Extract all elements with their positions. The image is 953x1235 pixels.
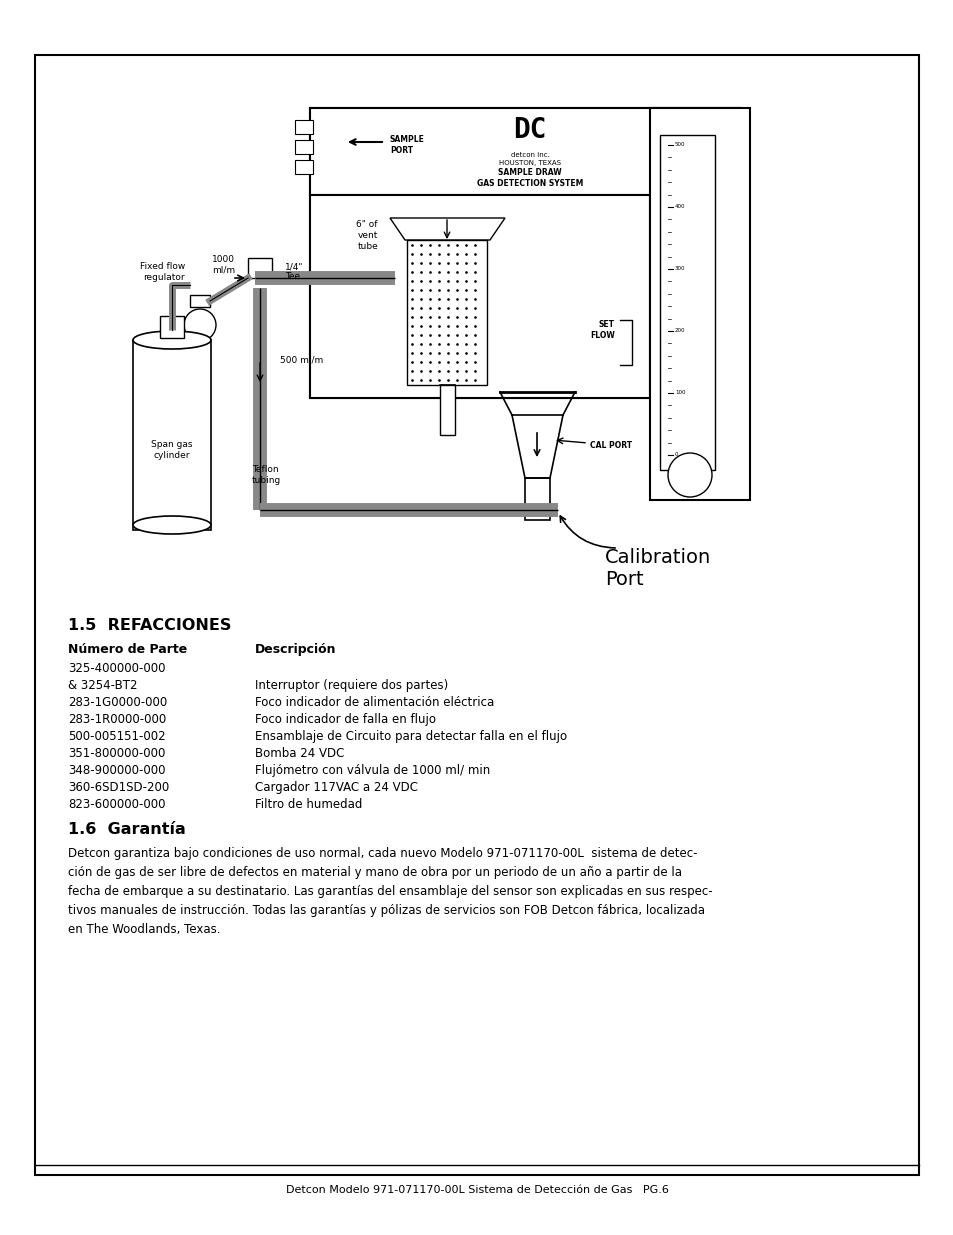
Text: 6" of
vent
tube: 6" of vent tube	[356, 220, 377, 251]
Text: SAMPLE
PORT: SAMPLE PORT	[390, 136, 424, 154]
Text: 283-1G0000-000: 283-1G0000-000	[68, 697, 167, 709]
Bar	[524, 478, 550, 520]
Text: 0: 0	[675, 452, 678, 457]
Text: 300: 300	[675, 267, 685, 272]
Bar	[248, 258, 272, 278]
Text: Bomba 24 VDC: Bomba 24 VDC	[254, 747, 344, 760]
Text: detcon inc.
HOUSTON, TEXAS: detcon inc. HOUSTON, TEXAS	[498, 152, 560, 165]
Text: Foco indicador de falla en flujo: Foco indicador de falla en flujo	[254, 713, 436, 726]
Text: 348-900000-000: 348-900000-000	[68, 764, 165, 777]
Text: 1/4"
Tee: 1/4" Tee	[285, 262, 303, 282]
Text: SET
FLOW: SET FLOW	[590, 320, 615, 340]
Text: Teflon
tubing: Teflon tubing	[252, 466, 281, 485]
Text: Span gas
cylinder: Span gas cylinder	[152, 440, 193, 461]
Text: Filtro de humedad: Filtro de humedad	[254, 798, 362, 811]
Bar	[439, 385, 455, 435]
Ellipse shape	[132, 516, 211, 534]
Text: 1000
ml/m: 1000 ml/m	[212, 254, 234, 274]
Text: 1.6  Garantía: 1.6 Garantía	[68, 823, 186, 837]
Text: 360-6SD1SD-200: 360-6SD1SD-200	[68, 781, 169, 794]
Text: 1.5  REFACCIONES: 1.5 REFACCIONES	[68, 618, 232, 634]
Bar	[407, 240, 486, 385]
Bar	[649, 107, 749, 500]
Text: Número de Parte: Número de Parte	[68, 643, 187, 656]
Text: CAL PORT: CAL PORT	[589, 441, 632, 450]
Text: 500 ml/m: 500 ml/m	[280, 356, 323, 364]
Bar	[190, 295, 210, 308]
Text: 823-600000-000: 823-600000-000	[68, 798, 165, 811]
Bar	[310, 107, 740, 398]
Text: fecha de embarque a su destinatario. Las garantías del ensamblaje del sensor son: fecha de embarque a su destinatario. Las…	[68, 885, 712, 898]
Text: DC: DC	[513, 116, 546, 144]
Text: 500-005151-002: 500-005151-002	[68, 730, 166, 743]
Text: 325-400000-000: 325-400000-000	[68, 662, 165, 676]
Text: 351-800000-000: 351-800000-000	[68, 747, 165, 760]
Polygon shape	[390, 219, 504, 240]
Bar	[132, 340, 211, 530]
Circle shape	[184, 309, 215, 341]
Bar	[294, 161, 313, 174]
Bar	[310, 195, 649, 398]
Text: en The Woodlands, Texas.: en The Woodlands, Texas.	[68, 923, 220, 936]
Ellipse shape	[132, 331, 211, 350]
Text: Detcon garantiza bajo condiciones de uso normal, cada nuevo Modelo 971-071170-00: Detcon garantiza bajo condiciones de uso…	[68, 847, 697, 860]
Text: Calibration
Port: Calibration Port	[604, 548, 711, 589]
Text: Descripción: Descripción	[254, 643, 336, 656]
Circle shape	[667, 453, 711, 496]
Text: 283-1R0000-000: 283-1R0000-000	[68, 713, 166, 726]
Text: ción de gas de ser libre de defectos en material y mano de obra por un periodo d: ción de gas de ser libre de defectos en …	[68, 866, 681, 879]
Bar	[659, 135, 714, 471]
Text: SAMPLE DRAW
GAS DETECTION SYSTEM: SAMPLE DRAW GAS DETECTION SYSTEM	[476, 168, 582, 188]
Bar	[294, 140, 313, 154]
Text: 500: 500	[675, 142, 685, 147]
Text: 100: 100	[675, 390, 685, 395]
Bar	[310, 107, 740, 195]
Text: Interruptor (requiere dos partes): Interruptor (requiere dos partes)	[254, 679, 448, 692]
Text: Ensamblaje de Circuito para detectar falla en el flujo: Ensamblaje de Circuito para detectar fal…	[254, 730, 566, 743]
Text: Flujómetro con válvula de 1000 ml/ min: Flujómetro con válvula de 1000 ml/ min	[254, 764, 490, 777]
Text: 200: 200	[675, 329, 685, 333]
Bar	[160, 316, 184, 338]
Text: Fixed flow
regulator: Fixed flow regulator	[139, 262, 185, 282]
Text: & 3254-BT2: & 3254-BT2	[68, 679, 137, 692]
Text: tivos manuales de instrucción. Todas las garantías y pólizas de servicios son FO: tivos manuales de instrucción. Todas las…	[68, 904, 704, 918]
Text: Foco indicador de alimentación eléctrica: Foco indicador de alimentación eléctrica	[254, 697, 494, 709]
Text: Detcon Modelo 971-071170-00L Sistema de Detección de Gas   PG.6: Detcon Modelo 971-071170-00L Sistema de …	[285, 1186, 668, 1195]
Bar	[294, 120, 313, 135]
Text: Cargador 117VAC a 24 VDC: Cargador 117VAC a 24 VDC	[254, 781, 417, 794]
Text: 400: 400	[675, 205, 685, 210]
